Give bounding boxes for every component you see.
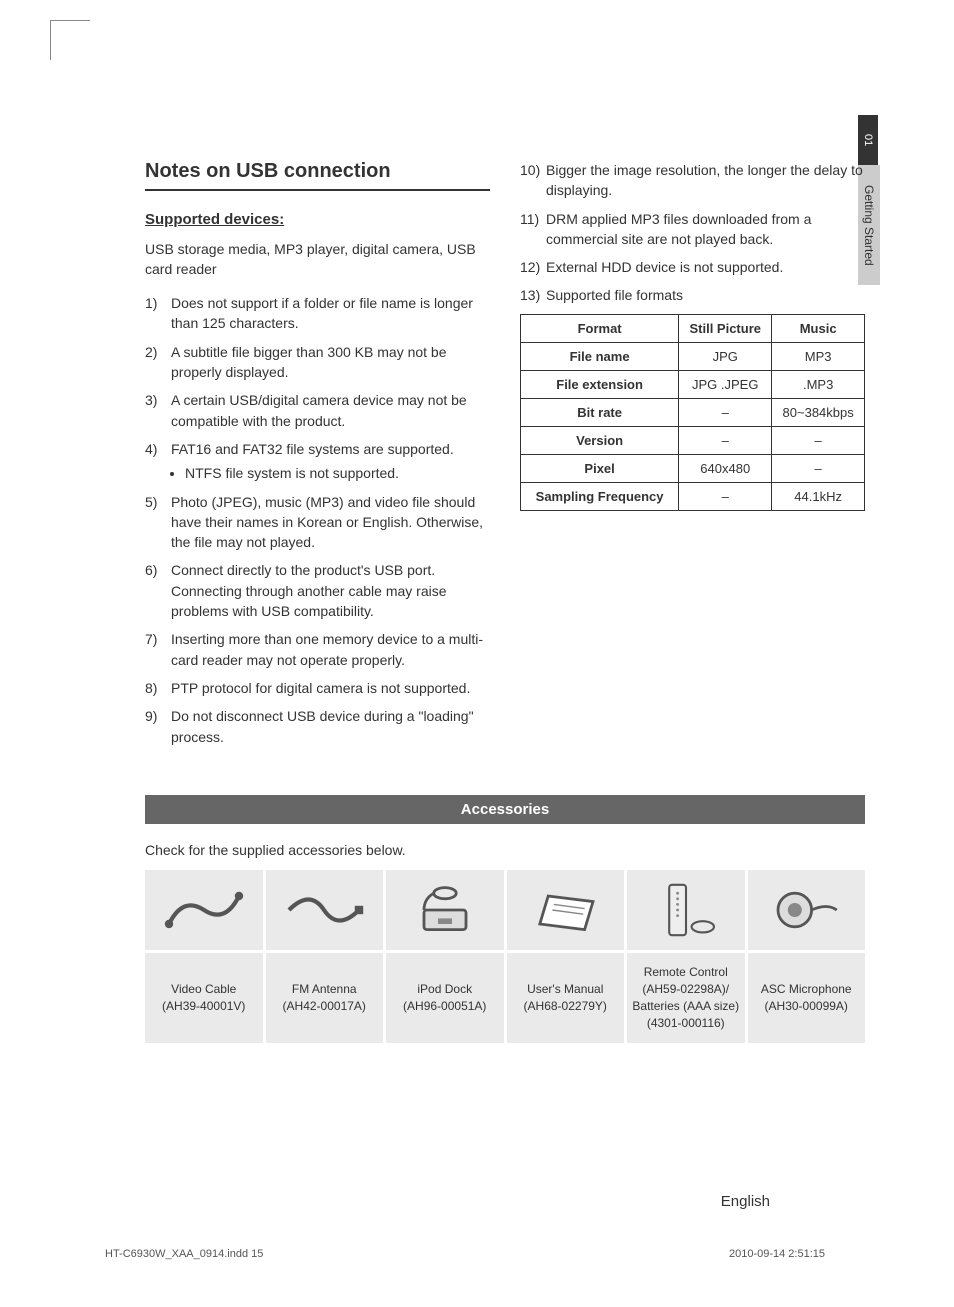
table-rowhead: Version	[521, 426, 679, 454]
footer-left: HT-C6930W_XAA_0914.indd 15	[105, 1248, 263, 1260]
table-cell: MP3	[772, 342, 865, 370]
accessories-intro: Check for the supplied accessories below…	[145, 842, 865, 858]
table-cell: JPG	[679, 342, 772, 370]
table-header: Music	[772, 314, 865, 342]
table-cell: 640x480	[679, 454, 772, 482]
accessory-label: FM Antenna (AH42-00017A)	[266, 953, 384, 1043]
note-item: Does not support if a folder or file nam…	[145, 293, 490, 334]
note-item: Inserting more than one memory device to…	[145, 629, 490, 670]
table-cell: –	[772, 426, 865, 454]
note-item: Connect directly to the product's USB po…	[145, 560, 490, 621]
table-cell: 80~384kbps	[772, 398, 865, 426]
right-notes-list: Bigger the image resolution, the longer …	[520, 160, 865, 306]
table-cell: JPG .JPEG	[679, 370, 772, 398]
table-rowhead: Sampling Frequency	[521, 482, 679, 510]
remote-control-icon	[627, 870, 745, 950]
note-item: PTP protocol for digital camera is not s…	[145, 678, 490, 698]
note-subitem: NTFS file system is not supported.	[185, 463, 490, 483]
note-item: Photo (JPEG), music (MP3) and video file…	[145, 492, 490, 553]
note-item: FAT16 and FAT32 file systems are support…	[145, 439, 490, 484]
asc-microphone-icon	[748, 870, 866, 950]
note-item: A subtitle file bigger than 300 KB may n…	[145, 342, 490, 383]
accessory-cell: User's Manual (AH68-02279Y)	[507, 870, 625, 1043]
accessory-label: User's Manual (AH68-02279Y)	[507, 953, 625, 1043]
sub-heading: Supported devices:	[145, 211, 490, 228]
table-cell: –	[679, 398, 772, 426]
table-header: Format	[521, 314, 679, 342]
accessory-cell: iPod Dock (AH96-00051A)	[386, 870, 504, 1043]
footer-right: 2010-09-14 2:51:15	[729, 1248, 825, 1260]
content-area: Notes on USB connection Supported device…	[145, 160, 865, 1043]
accessory-cell: ASC Microphone (AH30-00099A)	[748, 870, 866, 1043]
fm-antenna-icon	[266, 870, 384, 950]
ipod-dock-icon	[386, 870, 504, 950]
table-rowhead: Pixel	[521, 454, 679, 482]
crop-mark	[50, 20, 90, 60]
note-item: A certain USB/digital camera device may …	[145, 390, 490, 431]
footer-language: English	[721, 1193, 770, 1210]
table-cell: –	[679, 482, 772, 510]
table-header: Still Picture	[679, 314, 772, 342]
page-frame: 01 Getting Started Notes on USB connecti…	[50, 20, 880, 1280]
accessories-bar: Accessories	[145, 795, 865, 824]
accessory-label: iPod Dock (AH96-00051A)	[386, 953, 504, 1043]
table-rowhead: File extension	[521, 370, 679, 398]
table-cell: .MP3	[772, 370, 865, 398]
note-item: Do not disconnect USB device during a "l…	[145, 706, 490, 747]
two-column-layout: Notes on USB connection Supported device…	[145, 160, 865, 755]
right-column: Bigger the image resolution, the longer …	[520, 160, 865, 755]
video-cable-icon	[145, 870, 263, 950]
accessory-label: ASC Microphone (AH30-00099A)	[748, 953, 866, 1043]
accessory-label: Video Cable (AH39-40001V)	[145, 953, 263, 1043]
table-cell: –	[772, 454, 865, 482]
accessory-cell: Video Cable (AH39-40001V)	[145, 870, 263, 1043]
table-rowhead: Bit rate	[521, 398, 679, 426]
side-tab-chapter: 01	[858, 115, 878, 165]
table-cell: 44.1kHz	[772, 482, 865, 510]
note-item: Supported file formats	[520, 285, 865, 305]
table-cell: –	[679, 426, 772, 454]
intro-text: USB storage media, MP3 player, digital c…	[145, 240, 490, 279]
left-column: Notes on USB connection Supported device…	[145, 160, 490, 755]
note-item: External HDD device is not supported.	[520, 257, 865, 277]
accessory-label: Remote Control (AH59-02298A)/ Batteries …	[627, 953, 745, 1043]
note-item: Bigger the image resolution, the longer …	[520, 160, 865, 201]
format-table: FormatStill PictureMusic File nameJPGMP3 F…	[520, 314, 865, 511]
accessory-cell: FM Antenna (AH42-00017A)	[266, 870, 384, 1043]
accessories-grid: Video Cable (AH39-40001V)FM Antenna (AH4…	[145, 870, 865, 1043]
accessory-cell: Remote Control (AH59-02298A)/ Batteries …	[627, 870, 745, 1043]
left-notes-list: Does not support if a folder or file nam…	[145, 293, 490, 747]
users-manual-icon	[507, 870, 625, 950]
note-item: DRM applied MP3 files downloaded from a …	[520, 209, 865, 250]
section-heading: Notes on USB connection	[145, 160, 490, 191]
table-rowhead: File name	[521, 342, 679, 370]
